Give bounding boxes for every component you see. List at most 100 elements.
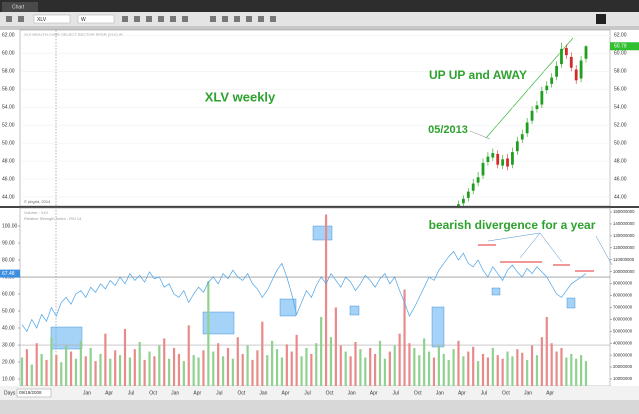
volume-bar [143, 359, 146, 386]
y-tick-label: 80.00 [2, 257, 15, 263]
volume-bar [305, 347, 308, 386]
volume-bar [530, 345, 534, 386]
pointer-line [469, 130, 491, 140]
y2-tick-label: 150000000 [613, 209, 635, 214]
x-tick-label: Jul [216, 390, 222, 396]
volume-bar [560, 347, 563, 386]
y-tick-label: 40.00 [2, 325, 15, 331]
y-tick-label: 50.00 [2, 140, 15, 146]
volume-bar [148, 351, 151, 386]
volume-bar [256, 350, 259, 386]
y-tick-label: 48.00 [2, 158, 15, 164]
volume-bar [364, 357, 367, 386]
legend-entry: Relative Strength Index - RSI 14 [24, 216, 82, 221]
volume-bar [413, 347, 416, 386]
volume-bar [383, 358, 387, 386]
candle-body [584, 46, 588, 59]
volume-bar [212, 351, 215, 386]
toolbar-icons [6, 14, 606, 24]
symbol: XLV [37, 17, 47, 23]
volume-bar [246, 345, 249, 386]
volume-bar [334, 307, 337, 386]
volume-bar [369, 347, 372, 386]
volume-bar [452, 349, 455, 386]
x-tick-label: Jan [83, 390, 91, 396]
y-tick-label: 62.00 [2, 33, 15, 39]
volume-bar [329, 337, 333, 386]
tab[interactable] [2, 2, 38, 12]
y-tick-label: 20.00 [2, 359, 15, 365]
candle-body [569, 56, 573, 68]
volume-bar [447, 359, 450, 386]
toolbar [0, 12, 639, 26]
volume-bar [462, 356, 465, 386]
header-strip [0, 26, 639, 30]
volume-bar [35, 343, 38, 386]
x-tick-label: Apr [105, 390, 113, 396]
start-date: 09/19/2008 [19, 390, 42, 395]
candle-body [486, 156, 490, 162]
candle-body [545, 85, 549, 91]
annotation: bearish divergence for a year [429, 218, 596, 232]
x-tick-label: Oct [502, 390, 510, 396]
y-tick-label: 46.00 [614, 176, 627, 182]
volume-bar [496, 355, 499, 386]
volume-bar [423, 338, 426, 386]
volume-bar [153, 356, 156, 386]
volume-bar [84, 356, 87, 386]
y-tick-label: 44.00 [614, 194, 627, 200]
volume-bar [261, 321, 264, 386]
volume-bar [25, 349, 29, 386]
volume-bar [477, 361, 480, 386]
volume-bar [290, 351, 293, 386]
candle-body [481, 162, 485, 176]
volume-bar [359, 349, 362, 386]
symbol-input[interactable] [33, 14, 71, 24]
y-tick-label: 58.00 [614, 69, 627, 75]
volume-bar [349, 356, 352, 386]
volume-bar [168, 358, 171, 386]
x-tick-label: Apr [282, 390, 290, 396]
x-tick-label: Oct [414, 390, 422, 396]
x-tick-label: Jul [481, 390, 487, 396]
volume-bar [486, 357, 490, 386]
period-select[interactable] [77, 14, 115, 24]
volume-bar [374, 353, 377, 386]
x-tick-label: Oct [149, 390, 157, 396]
volume-bar [128, 357, 131, 386]
volume-bar [339, 345, 342, 386]
volume-bar [388, 351, 391, 386]
volume-bar [570, 353, 573, 386]
volume-bar [344, 351, 347, 386]
volume-bar [158, 345, 161, 386]
volume-bar [45, 359, 48, 386]
y2-tick-label: 60000000 [613, 316, 633, 321]
volume-bar [65, 345, 68, 386]
annotation: UP UP and AWAY [429, 68, 527, 82]
legend-entry: Volume - XLV [24, 210, 48, 215]
y-tick-label: 30.00 [2, 342, 15, 348]
y-tick-label: 62.00 [614, 33, 627, 39]
volume-bar [506, 351, 509, 386]
title-bar [0, 0, 639, 12]
tab-label: Chart [12, 4, 25, 10]
x-tick-label: Apr [458, 390, 466, 396]
x-tick-label: Jan [436, 390, 444, 396]
y-tick-label: 60.00 [2, 291, 15, 297]
y-tick-label: 54.00 [2, 105, 15, 111]
candle-body [520, 134, 524, 140]
y2-tick-label: 20000000 [613, 364, 633, 369]
y2-tick-label: 120000000 [613, 245, 635, 250]
volume-bar [324, 214, 328, 386]
volume-bar [393, 345, 396, 386]
volume-bar [491, 347, 494, 386]
volume-bar [320, 316, 323, 386]
candle-body [515, 141, 519, 152]
volume-bar [457, 340, 460, 386]
volume-bar [104, 333, 107, 386]
x-tick-label: Jan [171, 390, 179, 396]
volume-bar [521, 352, 524, 386]
candle-body [564, 47, 568, 56]
y-tick-label: 60.00 [614, 51, 627, 57]
